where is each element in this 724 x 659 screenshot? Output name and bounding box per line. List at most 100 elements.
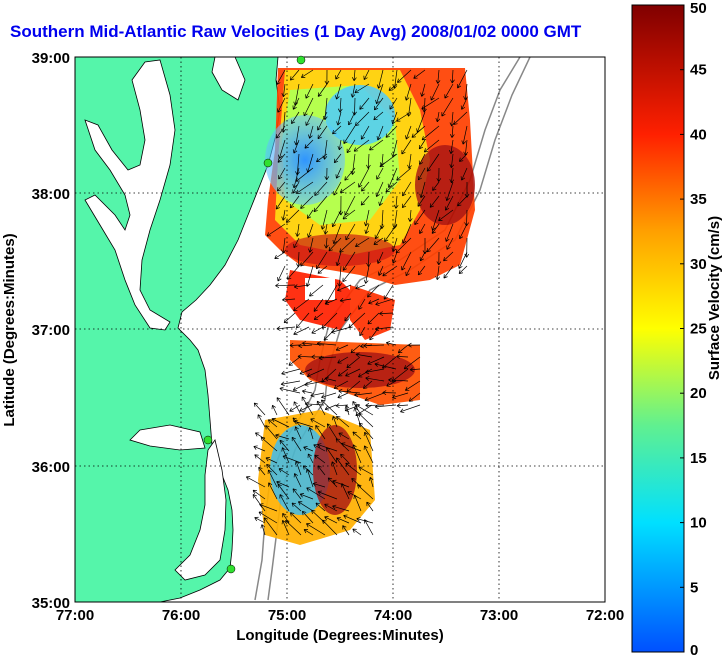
velocity-arrow — [308, 427, 314, 440]
velocity-arrow — [379, 311, 394, 316]
velocity-arrow — [268, 482, 278, 500]
velocity-arrow — [304, 380, 325, 387]
velocity-arrow — [354, 392, 373, 398]
velocity-arrow — [306, 487, 326, 500]
velocity-arrow — [367, 312, 380, 325]
velocity-arrow — [324, 237, 329, 249]
velocity-arrow — [373, 97, 384, 111]
velocity-arrow — [300, 251, 314, 267]
velocity-arrow — [300, 195, 314, 209]
velocity-arrow — [321, 312, 338, 329]
velocity-arrow — [338, 195, 344, 216]
velocity-arrow — [363, 431, 374, 452]
velocity-arrow — [276, 181, 286, 192]
velocity-arrow — [419, 223, 426, 234]
velocity-arrow — [308, 237, 314, 253]
velocity-arrow — [276, 326, 296, 331]
velocity-arrow — [396, 403, 409, 408]
velocity-arrow — [279, 494, 290, 512]
velocity-arrow — [449, 125, 455, 138]
velocity-arrow — [253, 445, 266, 452]
velocity-arrow — [301, 510, 314, 524]
velocity-arrow — [335, 251, 342, 267]
velocity-arrow — [310, 392, 325, 398]
velocity-arrow — [282, 455, 302, 464]
velocity-arrow — [303, 446, 314, 452]
velocity-arrow — [411, 125, 426, 138]
velocity-arrow — [339, 237, 356, 253]
velocity-arrow — [344, 195, 356, 216]
velocity-arrow — [265, 457, 278, 464]
velocity-arrow — [313, 312, 324, 321]
x-tick-label: 75:00 — [268, 607, 306, 624]
velocity-arrow — [366, 153, 371, 169]
velocity-arrow — [258, 511, 278, 524]
velocity-arrow — [326, 447, 338, 464]
velocity-arrow — [320, 209, 328, 230]
colorbar-tick-label: 20 — [690, 385, 707, 402]
velocity-arrow — [355, 404, 374, 416]
velocity-arrow — [292, 167, 300, 189]
velocity-arrow — [430, 83, 440, 101]
velocity-arrow — [335, 83, 342, 100]
velocity-arrow — [337, 284, 352, 292]
velocity-arrow — [358, 412, 374, 428]
velocity-arrow — [289, 342, 301, 348]
velocity-arrow — [277, 265, 286, 282]
velocity-arrow — [292, 97, 300, 110]
x-tick-label: 77:00 — [56, 607, 94, 624]
velocity-arrow — [281, 83, 287, 98]
velocity-arrow — [360, 195, 370, 206]
velocity-arrow — [458, 223, 468, 240]
velocity-arrow — [450, 69, 455, 84]
velocity-arrow — [316, 251, 328, 270]
velocity-arrow — [299, 493, 314, 500]
colorbar-tick-label: 0 — [690, 642, 698, 659]
velocity-arrow — [364, 392, 385, 402]
velocity-arrow — [436, 251, 442, 266]
velocity-arrow — [292, 380, 313, 392]
velocity-arrow — [357, 484, 374, 500]
velocity-arrow — [435, 111, 441, 123]
velocity-arrow — [405, 265, 412, 277]
velocity-arrow — [304, 139, 314, 149]
velocity-arrow — [332, 223, 342, 245]
velocity-arrow — [299, 404, 313, 412]
velocity-arrow — [282, 513, 290, 524]
velocity-arrow — [316, 153, 328, 163]
velocity-arrow — [315, 502, 326, 512]
velocity-arrow — [314, 181, 328, 196]
velocity-arrow — [373, 237, 384, 245]
velocity-arrow — [292, 139, 300, 154]
velocity-arrow — [336, 416, 350, 428]
velocity-arrow — [397, 344, 409, 354]
velocity-arrow — [337, 356, 349, 364]
velocity-arrow — [310, 418, 326, 428]
velocity-arrow — [385, 181, 398, 193]
velocity-arrow — [363, 69, 370, 81]
velocity-arrow — [275, 433, 290, 440]
velocity-arrow — [344, 405, 350, 416]
velocity-arrow — [324, 167, 330, 181]
velocity-arrow — [290, 69, 300, 81]
colorbar-tick-label: 5 — [690, 579, 698, 596]
velocity-arrow — [280, 380, 301, 387]
velocity-arrow — [265, 425, 278, 440]
velocity-arrow — [444, 83, 454, 99]
velocity-arrow — [343, 514, 362, 524]
velocity-arrow — [367, 284, 380, 298]
velocity-arrow — [328, 237, 342, 252]
velocity-arrow — [266, 223, 286, 237]
velocity-arrow — [302, 341, 325, 346]
velocity-arrows — [245, 69, 470, 536]
velocity-arrow — [321, 392, 337, 399]
velocity-arrow — [453, 111, 468, 125]
velocity-arrow — [277, 483, 290, 500]
velocity-arrow — [281, 111, 286, 133]
velocity-arrow — [278, 468, 290, 476]
y-tick-label: 36:00 — [32, 459, 70, 476]
velocity-arrow — [324, 404, 337, 411]
velocity-arrow — [297, 354, 313, 359]
velocity-arrow — [267, 419, 278, 428]
